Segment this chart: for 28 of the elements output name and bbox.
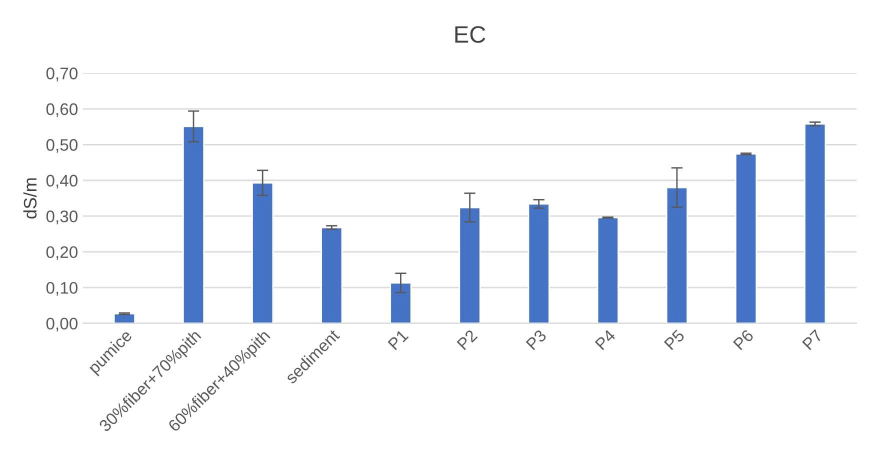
bar [320,226,343,324]
y-tick-label: 0,50 [46,139,78,153]
y-axis-title: dS/m [23,178,37,219]
x-tick-label: P1 [388,329,409,350]
x-tick-label: P7 [802,329,824,350]
y-tick-label: 0,60 [46,103,78,118]
y-tick-label: 0,40 [46,174,78,189]
bar [666,186,688,324]
bar [734,153,758,324]
bar [113,312,136,324]
x-tick-label: P2 [456,329,478,350]
bar [528,203,550,324]
y-tick-label: 0,30 [46,210,78,224]
y-tick-label: 0,20 [46,246,78,260]
y-tick-label: 0,10 [46,282,78,296]
x-tick-label: P4 [594,328,616,350]
y-tick-label: 0,70 [46,68,78,82]
chart-title: EC [455,26,486,43]
bar [252,182,274,324]
bar [804,123,826,324]
bar [182,126,205,324]
y-tick-label: 0,00 [46,318,78,332]
x-tick-label: P6 [732,329,754,350]
x-tick-label: P3 [526,329,547,350]
bar [458,206,481,324]
bar [596,216,619,324]
x-tick-label: P5 [664,329,686,350]
bar [390,282,412,324]
